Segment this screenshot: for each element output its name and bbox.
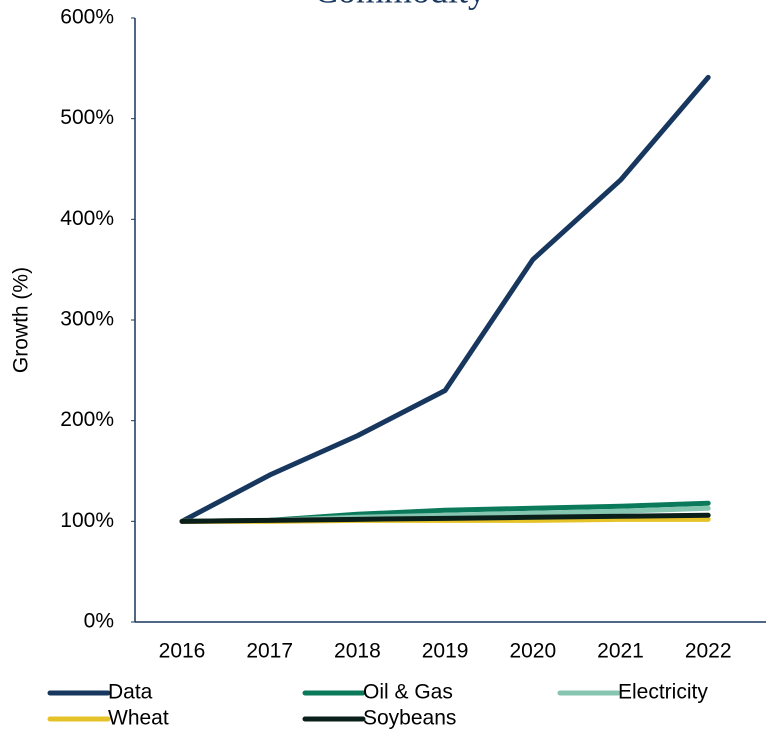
y-tick-label: 100% bbox=[60, 509, 114, 532]
legend-label: Data bbox=[108, 681, 153, 704]
legend-label: Soybeans bbox=[363, 707, 456, 730]
x-tick-label: 2016 bbox=[159, 640, 206, 663]
series-line bbox=[179, 512, 711, 524]
y-tick-label: 500% bbox=[60, 106, 114, 129]
y-tick-label: 200% bbox=[60, 408, 114, 431]
x-tick-label: 2021 bbox=[597, 640, 644, 663]
y-tick-label: 300% bbox=[60, 308, 114, 331]
x-tick-label: 2017 bbox=[246, 640, 293, 663]
series-line bbox=[179, 74, 711, 524]
y-tick-label: 600% bbox=[60, 6, 114, 29]
y-axis-label: Growth (%) bbox=[10, 267, 33, 373]
x-tick-label: 2020 bbox=[509, 640, 556, 663]
y-tick-label: 400% bbox=[60, 207, 114, 230]
chart-title: Commodity bbox=[314, 0, 486, 10]
legend-label: Wheat bbox=[108, 707, 169, 730]
x-tick-label: 2018 bbox=[334, 640, 381, 663]
legend-label: Oil & Gas bbox=[363, 681, 453, 704]
x-tick-label: 2019 bbox=[422, 640, 469, 663]
y-tick-label: 0% bbox=[84, 610, 114, 633]
legend-label: Electricity bbox=[618, 681, 708, 704]
x-tick-label: 2022 bbox=[685, 640, 732, 663]
